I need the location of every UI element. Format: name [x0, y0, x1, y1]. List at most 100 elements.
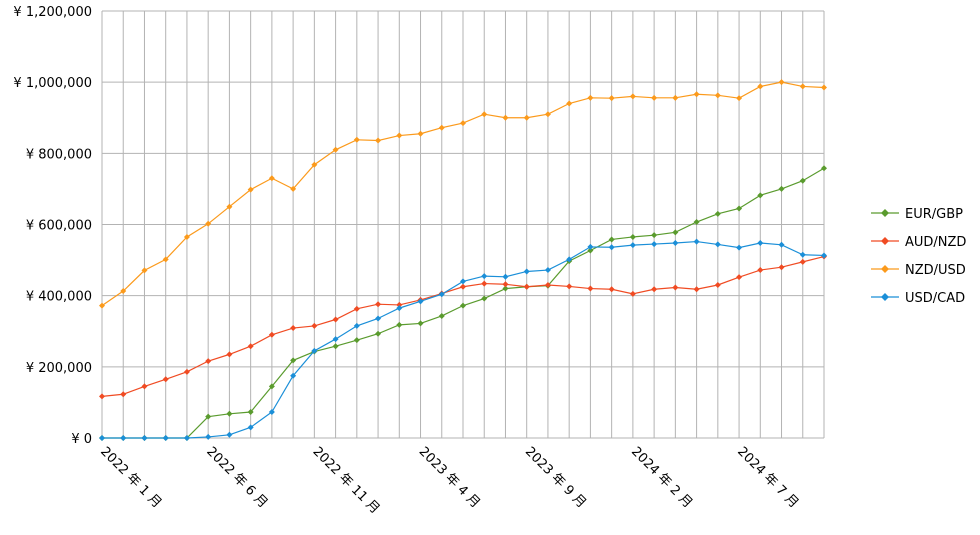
series-group — [99, 79, 827, 441]
data-point — [757, 267, 764, 274]
data-point — [672, 94, 679, 101]
data-point — [332, 343, 339, 350]
data-point — [268, 331, 275, 338]
data-point — [544, 267, 551, 274]
series-usd-cad — [99, 238, 827, 441]
data-point — [162, 376, 169, 383]
data-point — [99, 393, 105, 400]
data-point — [736, 274, 743, 281]
data-point — [183, 368, 190, 375]
data-point — [629, 290, 636, 297]
data-point — [587, 94, 594, 101]
data-point — [523, 283, 530, 290]
legend-marker — [881, 293, 889, 301]
data-point — [460, 278, 466, 285]
data-point — [821, 84, 827, 91]
data-point — [162, 256, 169, 263]
data-point — [693, 286, 700, 293]
data-point — [714, 92, 721, 99]
legend-item: EUR/GBP — [871, 207, 963, 222]
data-point — [396, 132, 403, 139]
data-point — [778, 79, 785, 86]
y-tick-label: ¥ 1,200,000 — [13, 5, 92, 20]
data-point — [502, 114, 509, 121]
x-tick: 2024 年 7 月 — [734, 444, 801, 511]
data-point — [693, 91, 700, 98]
data-point — [587, 285, 594, 292]
data-point — [120, 288, 127, 295]
x-tick: 2022 年 1 月 — [97, 444, 164, 511]
data-point — [438, 312, 445, 319]
data-point — [311, 161, 318, 168]
data-point — [481, 280, 488, 287]
y-tick-label: ¥ 200,000 — [26, 361, 92, 376]
data-point — [502, 273, 509, 280]
x-tick-label: 2023 年 4 月 — [416, 444, 483, 511]
data-point — [672, 229, 679, 236]
legend-marker — [881, 209, 889, 217]
legend-label: EUR/GBP — [905, 207, 963, 222]
data-point — [672, 240, 679, 247]
data-point — [311, 322, 318, 329]
data-point — [375, 301, 382, 308]
data-point — [396, 301, 403, 308]
data-point — [778, 241, 785, 248]
data-point — [736, 205, 743, 212]
data-point — [332, 336, 339, 343]
data-point — [205, 220, 212, 227]
legend-label: NZD/USD — [905, 263, 966, 278]
y-tick-label: ¥ 400,000 — [26, 290, 92, 305]
data-point — [736, 244, 743, 251]
legend-marker — [881, 265, 889, 273]
data-point — [460, 302, 466, 309]
data-point — [460, 283, 466, 290]
data-point — [672, 284, 679, 291]
x-tick-label: 2023 年 9 月 — [522, 444, 589, 511]
data-point — [353, 136, 360, 143]
legend-marker — [881, 237, 889, 245]
series-nzd-usd — [99, 79, 827, 309]
data-point — [523, 268, 530, 275]
data-point — [502, 285, 509, 292]
data-point — [651, 241, 658, 248]
data-point — [162, 435, 169, 441]
data-point — [460, 120, 466, 127]
data-point — [375, 137, 382, 144]
data-point — [205, 433, 212, 440]
data-point — [566, 100, 573, 107]
data-point — [799, 251, 806, 258]
data-point — [247, 343, 254, 350]
y-tick-label: ¥ 800,000 — [26, 147, 92, 162]
data-point — [205, 358, 212, 365]
legend: EUR/GBP AUD/NZD NZD/USD USD/CAD — [871, 207, 966, 306]
data-point — [353, 305, 360, 312]
data-point — [141, 435, 148, 441]
data-point — [629, 242, 636, 249]
data-point — [629, 93, 636, 100]
data-point — [799, 258, 806, 265]
data-point — [736, 95, 743, 102]
data-point — [226, 410, 233, 417]
y-tick-label: ¥ 600,000 — [26, 219, 92, 234]
x-tick-label: 2024 年 7 月 — [734, 444, 801, 511]
series-aud-nzd — [99, 253, 827, 400]
data-point — [438, 124, 445, 131]
data-point — [205, 413, 212, 420]
data-point — [311, 347, 318, 354]
data-point — [799, 177, 806, 184]
data-point — [651, 94, 658, 101]
legend-label: USD/CAD — [905, 291, 965, 306]
data-point — [290, 357, 297, 364]
data-point — [247, 424, 254, 431]
data-point — [396, 305, 403, 312]
y-tick-label: ¥ 1,000,000 — [13, 76, 92, 91]
legend-item: AUD/NZD — [871, 235, 966, 250]
data-point — [821, 252, 827, 259]
data-point — [120, 391, 127, 398]
data-point — [183, 435, 190, 441]
x-tick-label: 2022 年 1 月 — [97, 444, 164, 511]
data-point — [714, 210, 721, 217]
data-point — [268, 383, 275, 390]
data-point — [587, 247, 594, 254]
data-point — [141, 383, 148, 390]
